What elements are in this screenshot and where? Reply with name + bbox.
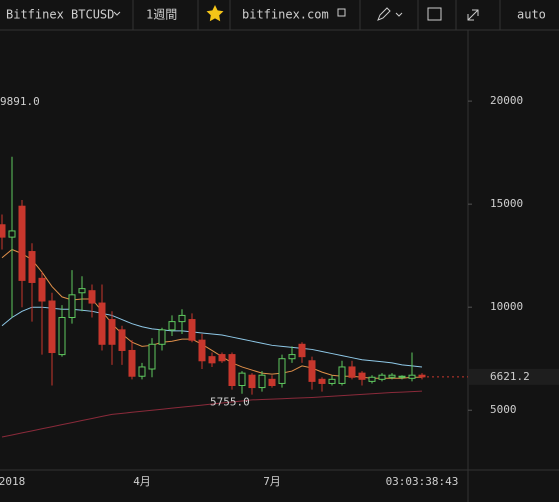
candle-body [18, 205, 26, 281]
dropdown-icon [395, 12, 403, 17]
candle-body [258, 374, 266, 389]
candle-body [398, 375, 406, 378]
plot-area [0, 156, 426, 438]
candle-body [338, 366, 346, 384]
candle-body [218, 354, 226, 362]
candle-body [318, 378, 326, 384]
candle-body [238, 372, 246, 387]
last-price-label: 6621.2 [490, 370, 530, 383]
y-tick-label: 10000 [490, 300, 523, 313]
dropdown-icon [113, 11, 121, 16]
candle-body [138, 366, 146, 377]
candle-body [108, 319, 116, 345]
countdown: 03:03:38:43 [386, 475, 459, 488]
candle-body [28, 251, 36, 283]
high-label: 9891.0 [0, 95, 40, 108]
last-price-box [469, 368, 559, 385]
low-label: 5755.0 [210, 396, 250, 409]
candle-body [208, 356, 216, 364]
candle-body [178, 314, 186, 323]
x-tick-label: 2018 [0, 475, 25, 488]
y-tick-label: 5000 [490, 403, 517, 416]
candle-body [168, 321, 176, 331]
candle-body [118, 329, 126, 351]
candle-body [8, 230, 16, 238]
candle-body [88, 290, 96, 304]
copy-icon[interactable] [337, 8, 346, 17]
candle-body [48, 300, 56, 354]
candle-body [58, 316, 66, 356]
candle-body [188, 319, 196, 341]
candle-body [0, 224, 6, 238]
candle-body [228, 354, 236, 387]
candle-body [308, 360, 316, 382]
candle-body [98, 302, 106, 345]
candle-body [78, 288, 86, 294]
indicator-icon[interactable] [427, 7, 442, 21]
moving-average [1, 390, 423, 438]
candle-body [268, 378, 276, 387]
candle-body [328, 378, 336, 384]
candle-body [388, 374, 396, 378]
favorite-icon[interactable] [206, 5, 224, 22]
candle-body [68, 294, 76, 318]
candle-body [348, 366, 356, 378]
x-tick-label: 7月 [263, 475, 281, 488]
draw-icon[interactable] [377, 7, 391, 21]
candle-body [298, 343, 306, 358]
candle-body [248, 374, 256, 389]
candle-body [158, 329, 166, 345]
candle-body [358, 372, 366, 380]
candle-body [198, 339, 206, 362]
site[interactable]: bitfinex.com [242, 8, 329, 22]
symbol[interactable]: Bitfinex BTCUSD [6, 8, 114, 22]
candle-body [368, 376, 376, 382]
x-tick-label: 4月 [133, 475, 151, 488]
y-tick-label: 15000 [490, 197, 523, 210]
candle-body [408, 374, 416, 379]
candle-body [148, 343, 156, 370]
candle-body [378, 374, 386, 380]
fullscreen-icon[interactable] [467, 9, 479, 21]
candle-body [128, 349, 136, 377]
interval[interactable]: 1週間 [146, 8, 177, 22]
scale-mode[interactable]: auto [517, 8, 546, 22]
y-tick-label: 20000 [490, 94, 523, 107]
candle-body [38, 277, 46, 302]
candle-body [278, 358, 286, 384]
candle-body [288, 354, 296, 360]
toolbar: Bitfinex BTCUSD 1週間 bitfinex.com auto [0, 0, 559, 31]
